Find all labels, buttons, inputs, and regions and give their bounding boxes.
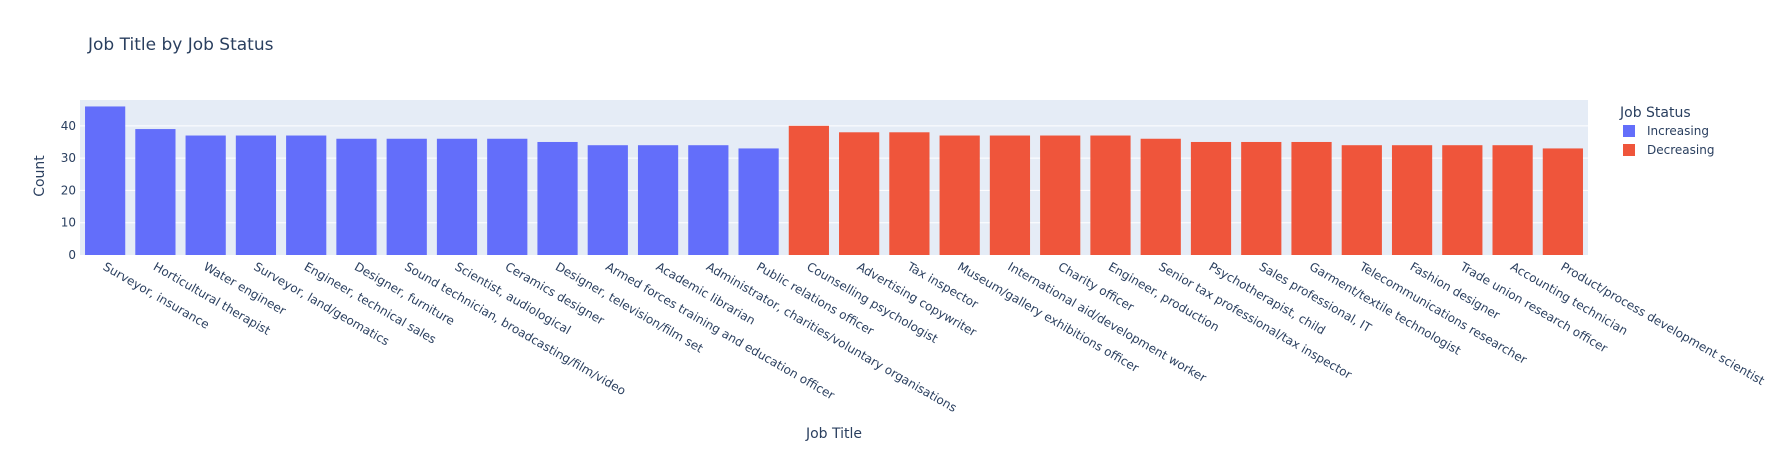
y-axis-ticks: 0 10 20 30 40 [61,119,76,262]
bar [738,148,779,255]
bar [537,141,578,255]
bar [1241,141,1282,255]
legend-label: Decreasing [1647,143,1714,157]
bar [436,138,478,255]
bar [839,132,880,255]
bar [386,138,427,255]
bar [788,125,829,255]
y-tick-label: 40 [61,119,76,133]
bar [1391,145,1433,255]
bar [688,145,729,255]
legend-swatch [1623,144,1635,156]
y-tick-label: 20 [61,183,76,197]
bar [1492,145,1533,255]
y-axis-title: Count [32,155,48,197]
bar [1442,145,1483,255]
bar [1140,138,1181,255]
bar [637,145,679,255]
bar [135,129,176,255]
bar [587,145,628,255]
bar [1040,135,1081,255]
bar [989,135,1031,255]
bar [336,138,377,255]
bar [235,135,277,255]
gridlines [80,125,1588,224]
bar [1090,135,1131,255]
x-axis-title: Job Title [805,426,862,442]
y-tick-label: 10 [61,216,76,230]
y-tick-label: 0 [68,248,76,262]
bar [1291,141,1332,255]
y-tick-label: 30 [61,151,76,165]
bars [85,106,1583,255]
bar [1190,141,1232,255]
bar [1542,148,1583,255]
legend-title: Job Status [1619,105,1691,121]
bar [286,135,327,255]
bar [939,135,980,255]
bar [185,135,226,255]
bar [1341,145,1382,255]
bar [487,138,528,255]
x-tick-label: Product/process development scientist [1558,259,1767,388]
bar [85,106,126,255]
legend: Job Status Increasing Decreasing [1619,105,1714,157]
legend-label: Increasing [1647,124,1709,138]
legend-swatch [1623,125,1635,137]
bar [889,132,930,255]
chart-title: Job Title by Job Status [87,35,274,55]
